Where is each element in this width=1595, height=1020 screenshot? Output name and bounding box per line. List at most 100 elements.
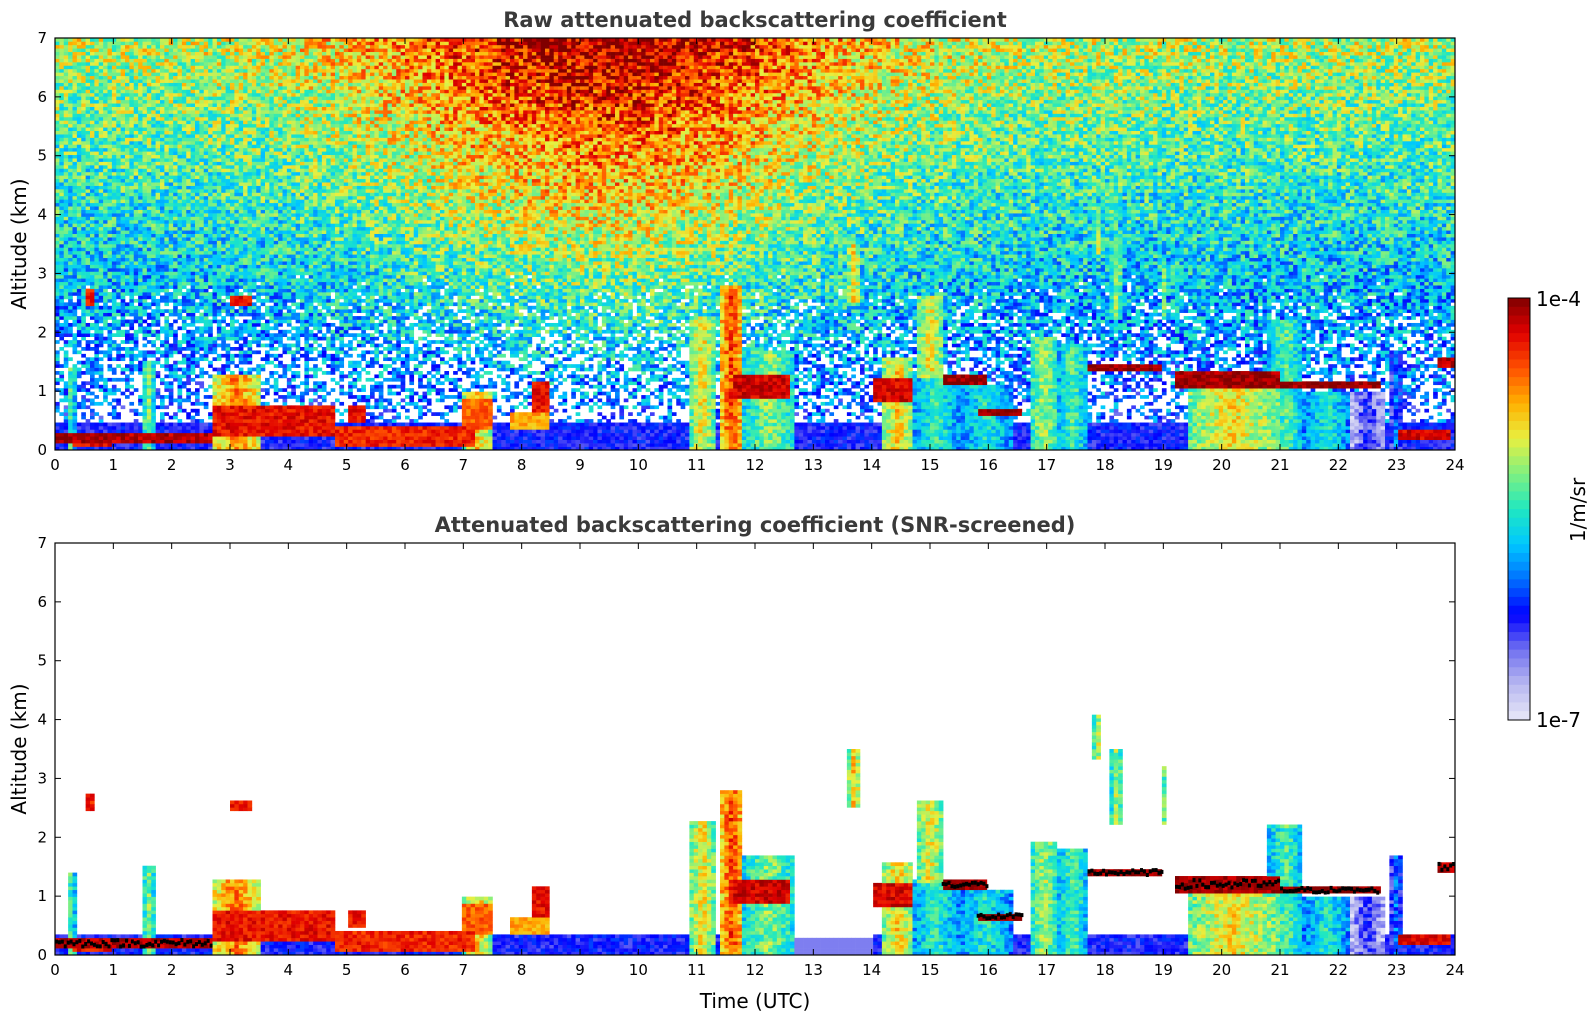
y-tick-label: 2 bbox=[37, 323, 47, 341]
colorbar-min-label: 1e-7 bbox=[1536, 708, 1581, 732]
x-tick-label: 19 bbox=[1154, 456, 1173, 474]
y-tick-label: 0 bbox=[37, 946, 47, 964]
x-tick-label: 4 bbox=[284, 456, 294, 474]
x-tick-label: 18 bbox=[1095, 961, 1114, 979]
x-tick-label: 6 bbox=[400, 961, 410, 979]
x-tick-label: 19 bbox=[1154, 961, 1173, 979]
colorbar-frame bbox=[1507, 297, 1531, 721]
x-tick-label: 21 bbox=[1270, 456, 1289, 474]
colorbar: 1e-4 1e-7 1/m/sr bbox=[1507, 287, 1590, 732]
x-tick-label: 24 bbox=[1445, 456, 1464, 474]
colorbar-step bbox=[1508, 623, 1530, 633]
x-tick-label: 3 bbox=[225, 456, 235, 474]
colorbar-unit-label: 1/m/sr bbox=[1566, 477, 1590, 542]
x-tick-label: 12 bbox=[745, 961, 764, 979]
colorbar-step bbox=[1508, 456, 1530, 466]
x-tick-label: 12 bbox=[745, 456, 764, 474]
colorbar-step bbox=[1508, 482, 1530, 492]
y-tick-label: 7 bbox=[37, 29, 47, 47]
x-tick-label: 7 bbox=[459, 961, 469, 979]
colorbar-step bbox=[1508, 596, 1530, 607]
colorbar-step bbox=[1508, 412, 1530, 422]
x-tick-label: 24 bbox=[1445, 961, 1464, 979]
y-tick-label: 0 bbox=[37, 441, 47, 459]
panel-screened: Attenuated backscattering coefficient (S… bbox=[7, 513, 1465, 1013]
x-tick-label: 2 bbox=[167, 961, 177, 979]
x-tick-label: 14 bbox=[862, 456, 881, 474]
panel-screened-axes: 0 1 2 3 4 5 6 7 8 9 10 11 12 13 14 15 16 17 18 19 20 21 22 23 24… bbox=[37, 534, 1464, 979]
x-tick-label: 3 bbox=[225, 961, 235, 979]
colorbar-step bbox=[1508, 509, 1530, 519]
y-tick-label: 2 bbox=[37, 828, 47, 846]
x-tick-label: 13 bbox=[804, 961, 823, 979]
y-tick-label: 6 bbox=[37, 88, 47, 106]
x-tick-label: 11 bbox=[687, 961, 706, 979]
colorbar-step bbox=[1508, 403, 1530, 413]
colorbar-step bbox=[1508, 640, 1530, 651]
x-tick-label: 1 bbox=[109, 961, 119, 979]
y-tick-label: 3 bbox=[37, 264, 47, 282]
x-tick-label: 0 bbox=[50, 961, 60, 979]
colorbar-step bbox=[1508, 447, 1530, 457]
panel-raw-title: Raw attenuated backscattering coefficien… bbox=[503, 8, 1007, 32]
x-tick-label: 22 bbox=[1329, 456, 1348, 474]
panel-screened-xlabel: Time (UTC) bbox=[699, 989, 811, 1013]
colorbar-step bbox=[1508, 561, 1530, 571]
x-tick-label: 6 bbox=[400, 456, 410, 474]
colorbar-step bbox=[1508, 438, 1530, 448]
colorbar-step bbox=[1508, 649, 1530, 659]
colorbar-max-label: 1e-4 bbox=[1536, 287, 1581, 311]
colorbar-step bbox=[1508, 385, 1530, 396]
x-tick-label: 15 bbox=[920, 961, 939, 979]
x-tick-label: 15 bbox=[920, 456, 939, 474]
panel-raw-ylabel: Altitude (km) bbox=[7, 178, 31, 309]
colorbar-step bbox=[1508, 341, 1530, 352]
panel-raw: Raw attenuated backscattering coefficien… bbox=[7, 8, 1465, 474]
y-tick-label: 5 bbox=[37, 147, 47, 165]
y-tick-label: 4 bbox=[37, 206, 47, 224]
colorbar-step bbox=[1508, 544, 1530, 554]
y-tick-label: 5 bbox=[37, 652, 47, 670]
colorbar-step bbox=[1508, 526, 1530, 536]
colorbar-step bbox=[1508, 535, 1530, 545]
colorbar-step bbox=[1508, 368, 1530, 378]
colorbar-step bbox=[1508, 588, 1530, 598]
colorbar-step bbox=[1508, 306, 1530, 316]
colorbar-step bbox=[1508, 465, 1530, 475]
x-tick-label: 23 bbox=[1387, 961, 1406, 979]
x-tick-label: 13 bbox=[804, 456, 823, 474]
x-tick-label: 9 bbox=[575, 961, 585, 979]
x-tick-label: 23 bbox=[1387, 456, 1406, 474]
x-tick-label: 0 bbox=[50, 456, 60, 474]
panel-screened-title: Attenuated backscattering coefficient (S… bbox=[435, 513, 1076, 537]
x-tick-label: 4 bbox=[284, 961, 294, 979]
x-tick-label: 5 bbox=[342, 456, 352, 474]
colorbar-step bbox=[1508, 324, 1530, 334]
x-tick-label: 10 bbox=[629, 961, 648, 979]
y-tick-label: 7 bbox=[37, 534, 47, 552]
x-tick-label: 20 bbox=[1212, 456, 1231, 474]
colorbar-step bbox=[1508, 570, 1530, 580]
colorbar-step bbox=[1508, 552, 1530, 563]
x-tick-label: 17 bbox=[1037, 456, 1056, 474]
x-tick-label: 14 bbox=[862, 961, 881, 979]
colorbar-step bbox=[1508, 711, 1530, 721]
colorbar-step bbox=[1508, 473, 1530, 484]
y-tick-label: 4 bbox=[37, 711, 47, 729]
colorbar-step bbox=[1508, 377, 1530, 387]
colorbar-step bbox=[1508, 684, 1530, 695]
y-tick-label: 3 bbox=[37, 769, 47, 787]
x-tick-label: 2 bbox=[167, 456, 177, 474]
x-tick-label: 16 bbox=[979, 961, 998, 979]
colorbar-step bbox=[1508, 579, 1530, 589]
y-tick-label: 1 bbox=[37, 887, 47, 905]
x-tick-label: 11 bbox=[687, 456, 706, 474]
x-tick-label: 7 bbox=[459, 456, 469, 474]
colorbar-step bbox=[1508, 350, 1530, 360]
colorbar-step bbox=[1508, 500, 1530, 510]
x-tick-label: 8 bbox=[517, 456, 527, 474]
x-tick-label: 17 bbox=[1037, 961, 1056, 979]
x-tick-label: 22 bbox=[1329, 961, 1348, 979]
x-tick-label: 21 bbox=[1270, 961, 1289, 979]
